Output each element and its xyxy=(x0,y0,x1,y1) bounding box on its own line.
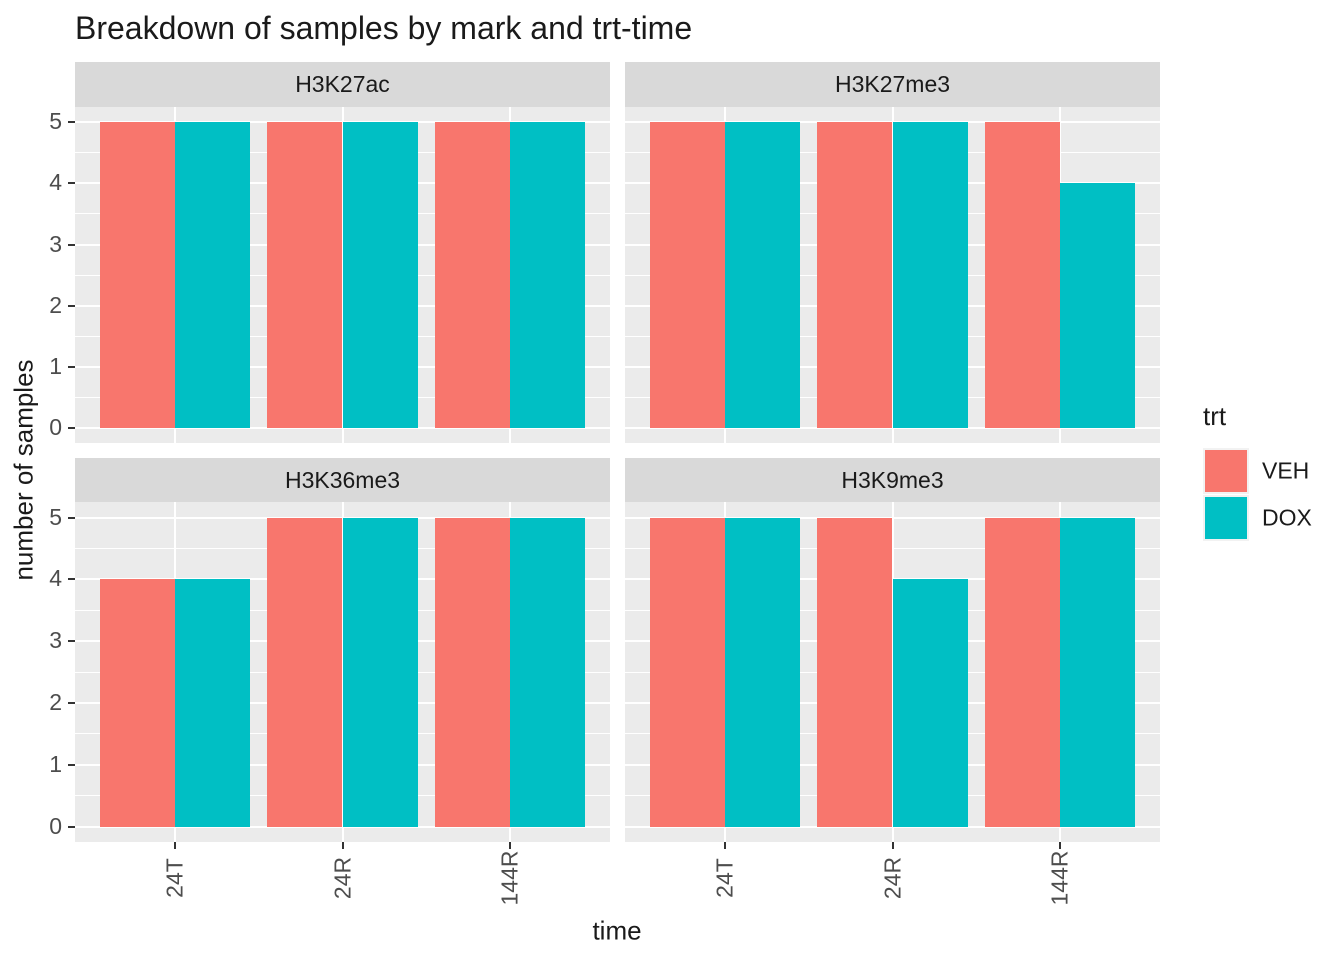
bar-dox-144r xyxy=(1059,183,1135,428)
legend-label-veh: VEH xyxy=(1262,457,1310,484)
y-tick-mark xyxy=(68,243,75,246)
y-tick-mark xyxy=(68,701,75,704)
y-tick-mark xyxy=(68,121,75,124)
bar-veh-24r xyxy=(267,122,343,428)
bar-veh-24r xyxy=(817,122,893,428)
y-tick-label: 5 xyxy=(49,108,62,135)
bar-veh-24t xyxy=(100,579,176,827)
y-tick-mark xyxy=(68,426,75,429)
y-axis-title: number of samples xyxy=(8,359,39,581)
y-tick-label: 1 xyxy=(49,352,62,379)
bar-dox-24t xyxy=(725,517,801,827)
y-tick-label: 5 xyxy=(49,503,62,530)
legend-title: trt xyxy=(1203,401,1227,431)
y-tick-label: 0 xyxy=(49,413,62,440)
bar-dox-144r xyxy=(1059,517,1135,827)
y-tick-mark xyxy=(68,516,75,519)
facet-panel-h3k9me3 xyxy=(625,502,1160,842)
bar-veh-144r xyxy=(984,122,1060,428)
legend-label-dox: DOX xyxy=(1262,504,1312,531)
x-tick-label: 144R xyxy=(496,850,523,906)
bar-dox-24r xyxy=(892,579,968,827)
bar-veh-24t xyxy=(650,517,726,827)
x-tick-label: 144R xyxy=(1046,850,1073,906)
facet-panel-h3k27me3 xyxy=(625,107,1160,443)
y-tick-label: 3 xyxy=(49,627,62,654)
y-tick-label: 3 xyxy=(49,230,62,257)
facet-strip-h3k27me3: H3K27me3 xyxy=(625,62,1160,107)
bar-veh-24r xyxy=(817,517,893,827)
x-tick-mark xyxy=(174,842,177,849)
y-tick-label: 2 xyxy=(49,291,62,318)
y-tick-label: 4 xyxy=(49,565,62,592)
x-tick-mark xyxy=(724,842,727,849)
y-tick-mark xyxy=(68,578,75,581)
x-tick-mark xyxy=(341,842,344,849)
legend-key-dox xyxy=(1203,495,1249,541)
x-tick-label: 24R xyxy=(879,856,905,900)
bar-veh-24t xyxy=(100,122,176,428)
y-tick-label: 4 xyxy=(49,169,62,196)
chart-title: Breakdown of samples by mark and trt-tim… xyxy=(75,10,693,46)
y-tick-label: 1 xyxy=(49,750,62,777)
bar-dox-144r xyxy=(509,122,585,428)
legend-key-veh xyxy=(1203,448,1249,494)
bar-veh-144r xyxy=(434,122,510,428)
legend-swatch-dox xyxy=(1205,497,1247,539)
facet-strip-h3k9me3: H3K9me3 xyxy=(625,458,1160,502)
facet-panel-h3k36me3 xyxy=(75,502,610,842)
facet-strip-h3k36me3: H3K36me3 xyxy=(75,458,610,502)
y-tick-mark xyxy=(68,640,75,643)
bar-dox-24r xyxy=(892,122,968,428)
y-tick-label: 2 xyxy=(49,688,62,715)
facet-panel-h3k27ac xyxy=(75,107,610,443)
bar-dox-24t xyxy=(175,579,251,827)
y-tick-mark xyxy=(68,304,75,307)
x-tick-label: 24T xyxy=(711,858,738,898)
facet-strip-h3k27ac: H3K27ac xyxy=(75,62,610,107)
bar-dox-144r xyxy=(509,517,585,827)
x-tick-label: 24T xyxy=(161,858,188,898)
x-axis-title: time xyxy=(592,915,642,946)
bar-veh-144r xyxy=(434,517,510,827)
x-tick-mark xyxy=(891,842,894,849)
x-tick-label: 24R xyxy=(329,856,355,900)
bar-dox-24t xyxy=(175,122,251,428)
bar-veh-24t xyxy=(650,122,726,428)
legend-swatch-veh xyxy=(1205,450,1247,492)
bar-veh-144r xyxy=(984,517,1060,827)
bar-dox-24t xyxy=(725,122,801,428)
y-tick-mark xyxy=(68,182,75,185)
bar-veh-24r xyxy=(267,517,343,827)
x-tick-mark xyxy=(508,842,511,849)
bar-dox-24r xyxy=(342,517,418,827)
y-tick-mark xyxy=(68,365,75,368)
y-tick-label: 0 xyxy=(49,812,62,839)
y-tick-mark xyxy=(68,825,75,828)
y-tick-mark xyxy=(68,763,75,766)
bar-dox-24r xyxy=(342,122,418,428)
x-tick-mark xyxy=(1058,842,1061,849)
